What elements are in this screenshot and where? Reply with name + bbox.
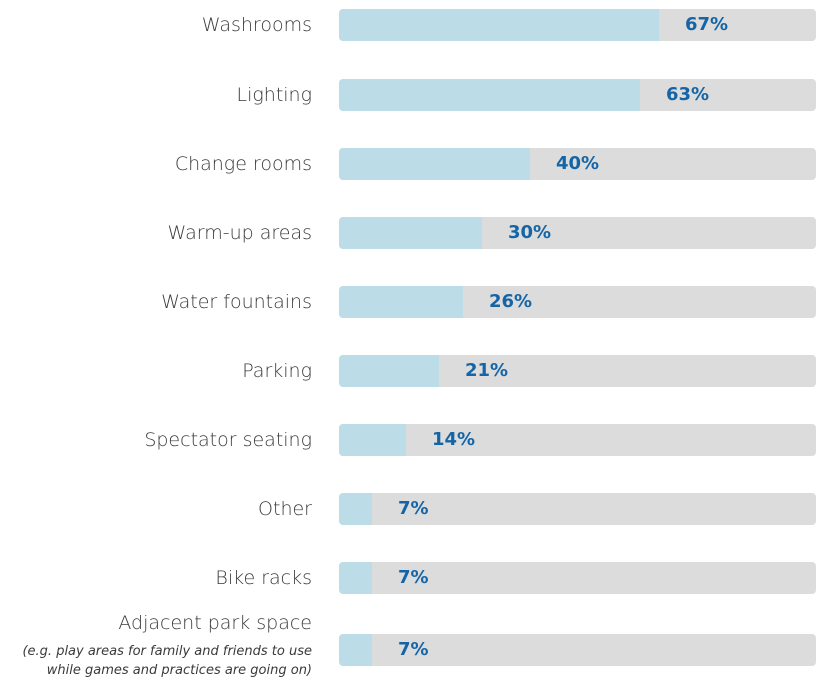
bar-track: 67% bbox=[339, 9, 816, 41]
value-label: 26% bbox=[489, 291, 533, 312]
category-label: Lighting bbox=[236, 84, 312, 106]
value-label: 7% bbox=[398, 567, 429, 588]
bar-row: Adjacent park space (e.g. play areas for … bbox=[0, 612, 825, 678]
value-label: 7% bbox=[398, 639, 429, 660]
bar-row: Washrooms 67% bbox=[0, 9, 825, 41]
bar-row: Change rooms 40% bbox=[0, 148, 825, 180]
bar-track: 21% bbox=[339, 355, 816, 387]
category-label: Washrooms bbox=[201, 14, 312, 36]
bar-fill bbox=[339, 355, 439, 387]
bar-row: Warm-up areas 30% bbox=[0, 217, 825, 249]
bar-row: Lighting 63% bbox=[0, 79, 825, 111]
category-label: Change rooms bbox=[174, 153, 312, 175]
bar-fill bbox=[339, 148, 530, 180]
bar-track: 7% bbox=[339, 493, 816, 525]
value-label: 7% bbox=[398, 498, 429, 519]
bar-row: Parking 21% bbox=[0, 355, 825, 387]
value-label: 63% bbox=[666, 84, 710, 105]
bar-fill bbox=[339, 286, 463, 318]
bar-row: Spectator seating 14% bbox=[0, 424, 825, 456]
bar-fill bbox=[339, 217, 482, 249]
bar-track: 14% bbox=[339, 424, 816, 456]
bar-fill bbox=[339, 79, 640, 111]
bar-track: 7% bbox=[339, 634, 816, 666]
category-label: Other bbox=[258, 498, 312, 520]
value-label: 30% bbox=[508, 222, 552, 243]
bar-row: Bike racks 7% bbox=[0, 562, 825, 594]
bar-track: 63% bbox=[339, 79, 816, 111]
bar-fill bbox=[339, 424, 406, 456]
bar-track: 26% bbox=[339, 286, 816, 318]
category-note: (e.g. play areas for family and friends … bbox=[22, 644, 312, 678]
category-label: Adjacent park space bbox=[118, 612, 312, 634]
bar-row: Water fountains 26% bbox=[0, 286, 825, 318]
bar-track: 7% bbox=[339, 562, 816, 594]
bar-fill bbox=[339, 562, 372, 594]
category-label: Warm-up areas bbox=[167, 222, 312, 244]
value-label: 67% bbox=[685, 14, 729, 35]
value-label: 14% bbox=[432, 429, 476, 450]
value-label: 40% bbox=[556, 153, 600, 174]
bar-track: 30% bbox=[339, 217, 816, 249]
category-label: Parking bbox=[242, 360, 312, 382]
bar-fill bbox=[339, 493, 372, 525]
category-label: Spectator seating bbox=[144, 429, 312, 451]
bar-row: Other 7% bbox=[0, 493, 825, 525]
value-label: 21% bbox=[465, 360, 509, 381]
bar-track: 40% bbox=[339, 148, 816, 180]
bar-fill bbox=[339, 634, 372, 666]
category-label: Bike racks bbox=[215, 567, 312, 589]
category-label: Water fountains bbox=[161, 291, 312, 313]
bar-fill bbox=[339, 9, 659, 41]
